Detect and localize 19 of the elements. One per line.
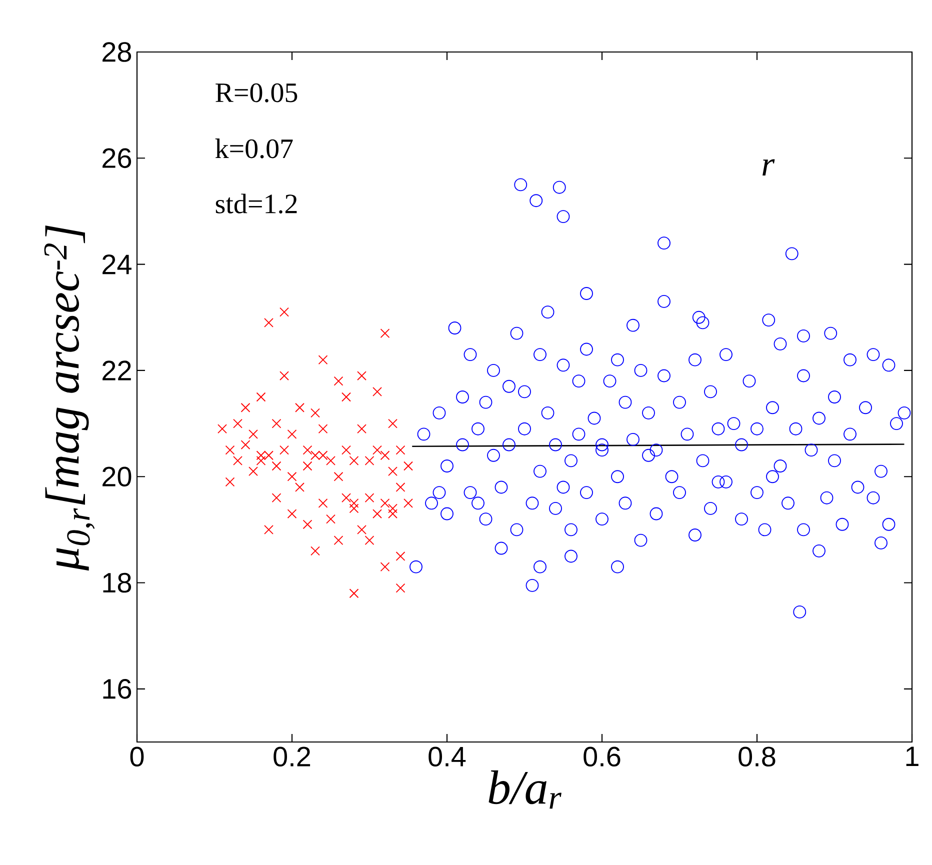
y-tick-label: 18 (103, 572, 132, 593)
x-tick-label: 0.6 (584, 746, 620, 767)
x-tick-label: 0 (130, 746, 144, 767)
y-tick-label: 16 (103, 679, 132, 699)
y-tick-label: 20 (102, 466, 132, 487)
annotation: std=1.2 (216, 194, 297, 214)
y-tick-label: 28 (102, 42, 132, 62)
y-tick-label: 22 (102, 360, 131, 380)
annotation: R=0.05 (216, 83, 298, 102)
annotation: k=0.07 (215, 138, 293, 158)
x-tick-label: 1 (906, 746, 918, 766)
y-tick-label: 26 (102, 148, 132, 168)
y-axis-title: μ$_{0,r}$[mag arcsec$^{-2}$] (44, 226, 95, 571)
y-tick-label: 24 (102, 254, 132, 274)
x-tick-label: 0.4 (428, 746, 466, 767)
x-tick-label: 0.2 (274, 746, 310, 767)
annotation: r (762, 159, 775, 176)
x-axis-title: b/a$_{r}$ (488, 770, 562, 809)
x-tick-label: 0.8 (738, 746, 776, 767)
